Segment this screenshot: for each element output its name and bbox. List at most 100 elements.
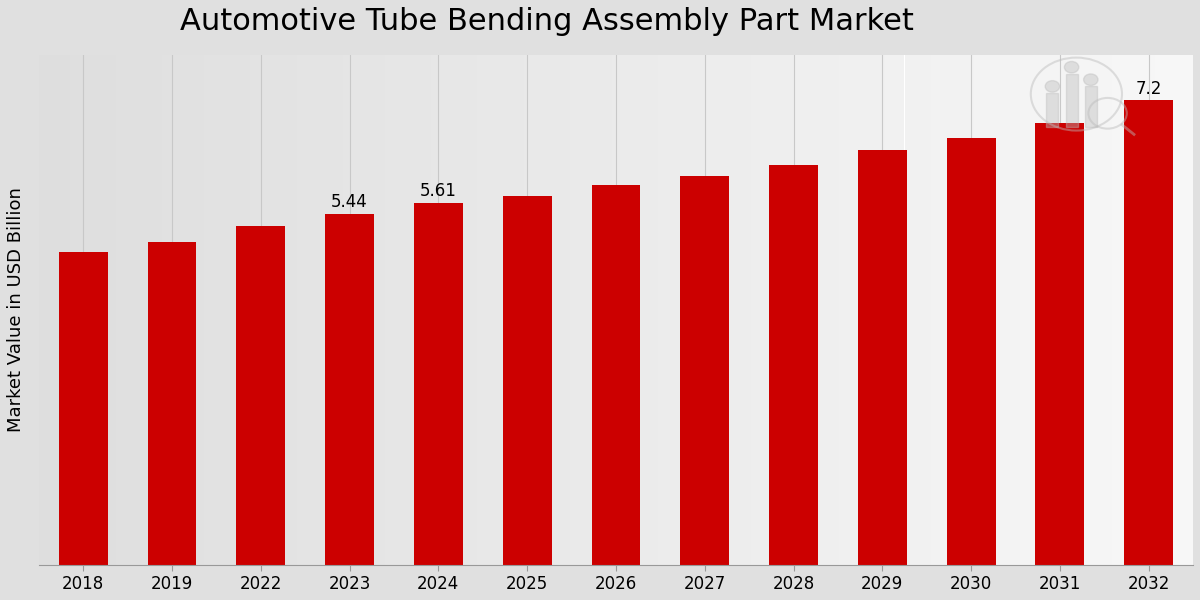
Bar: [558, 55, 562, 565]
Bar: [596, 55, 600, 565]
Bar: [870, 55, 874, 565]
Bar: [716, 55, 720, 565]
Bar: [1032, 55, 1036, 565]
Bar: [997, 55, 1001, 565]
Bar: [270, 55, 274, 565]
Bar: [1046, 93, 1058, 127]
Bar: [370, 55, 373, 565]
Bar: [970, 55, 973, 565]
Bar: [758, 55, 762, 565]
Bar: [373, 55, 378, 565]
Bar: [43, 55, 47, 565]
Bar: [139, 55, 143, 565]
Bar: [509, 55, 512, 565]
Bar: [420, 55, 424, 565]
Bar: [1144, 55, 1147, 565]
Bar: [682, 55, 685, 565]
Bar: [1128, 55, 1132, 565]
Text: 5.44: 5.44: [331, 193, 368, 211]
Bar: [281, 55, 286, 565]
Bar: [136, 55, 139, 565]
Bar: [77, 55, 82, 565]
Bar: [66, 55, 70, 565]
Bar: [624, 55, 628, 565]
Bar: [439, 55, 443, 565]
Bar: [200, 55, 204, 565]
Bar: [1081, 55, 1085, 565]
Bar: [689, 55, 692, 565]
Bar: [516, 55, 520, 565]
Bar: [739, 55, 743, 565]
Bar: [155, 55, 158, 565]
Bar: [115, 55, 120, 565]
Bar: [943, 55, 947, 565]
Bar: [1100, 55, 1104, 565]
Bar: [1001, 55, 1004, 565]
Bar: [1154, 55, 1158, 565]
Bar: [790, 55, 793, 565]
Bar: [1151, 55, 1154, 565]
Bar: [1139, 55, 1144, 565]
Bar: [1074, 55, 1078, 565]
Bar: [854, 55, 858, 565]
Bar: [503, 196, 552, 565]
Bar: [92, 55, 96, 565]
Y-axis label: Market Value in USD Billion: Market Value in USD Billion: [7, 187, 25, 432]
Bar: [631, 55, 635, 565]
Bar: [312, 55, 316, 565]
Bar: [823, 55, 828, 565]
Bar: [343, 55, 347, 565]
Bar: [181, 55, 185, 565]
Bar: [570, 55, 574, 565]
Bar: [593, 55, 596, 565]
Bar: [600, 55, 605, 565]
Bar: [670, 55, 673, 565]
Bar: [704, 55, 708, 565]
Bar: [300, 55, 305, 565]
Bar: [940, 55, 943, 565]
Bar: [328, 55, 331, 565]
Bar: [905, 55, 908, 565]
Bar: [680, 176, 730, 565]
Bar: [493, 55, 497, 565]
Bar: [770, 55, 774, 565]
Bar: [1046, 55, 1051, 565]
Bar: [1027, 55, 1032, 565]
Bar: [712, 55, 716, 565]
Bar: [1070, 55, 1074, 565]
Bar: [619, 55, 624, 565]
Bar: [404, 55, 408, 565]
Bar: [762, 55, 766, 565]
Bar: [746, 55, 751, 565]
Bar: [1132, 55, 1135, 565]
Bar: [1036, 55, 1039, 565]
Bar: [455, 55, 458, 565]
Bar: [1182, 55, 1186, 565]
Bar: [616, 55, 619, 565]
Bar: [124, 55, 127, 565]
Bar: [338, 55, 343, 565]
Bar: [978, 55, 982, 565]
Bar: [104, 55, 108, 565]
Bar: [523, 55, 528, 565]
Bar: [258, 55, 262, 565]
Bar: [174, 55, 178, 565]
Bar: [908, 55, 912, 565]
Bar: [512, 55, 516, 565]
Bar: [478, 55, 481, 565]
Bar: [581, 55, 586, 565]
Bar: [143, 55, 146, 565]
Bar: [366, 55, 370, 565]
Bar: [208, 55, 212, 565]
Bar: [947, 55, 950, 565]
Bar: [169, 55, 174, 565]
Bar: [1051, 55, 1055, 565]
Bar: [358, 55, 362, 565]
Bar: [1078, 55, 1081, 565]
Bar: [647, 55, 650, 565]
Bar: [628, 55, 631, 565]
Bar: [150, 55, 155, 565]
Bar: [427, 55, 431, 565]
Bar: [778, 55, 781, 565]
Bar: [820, 55, 823, 565]
